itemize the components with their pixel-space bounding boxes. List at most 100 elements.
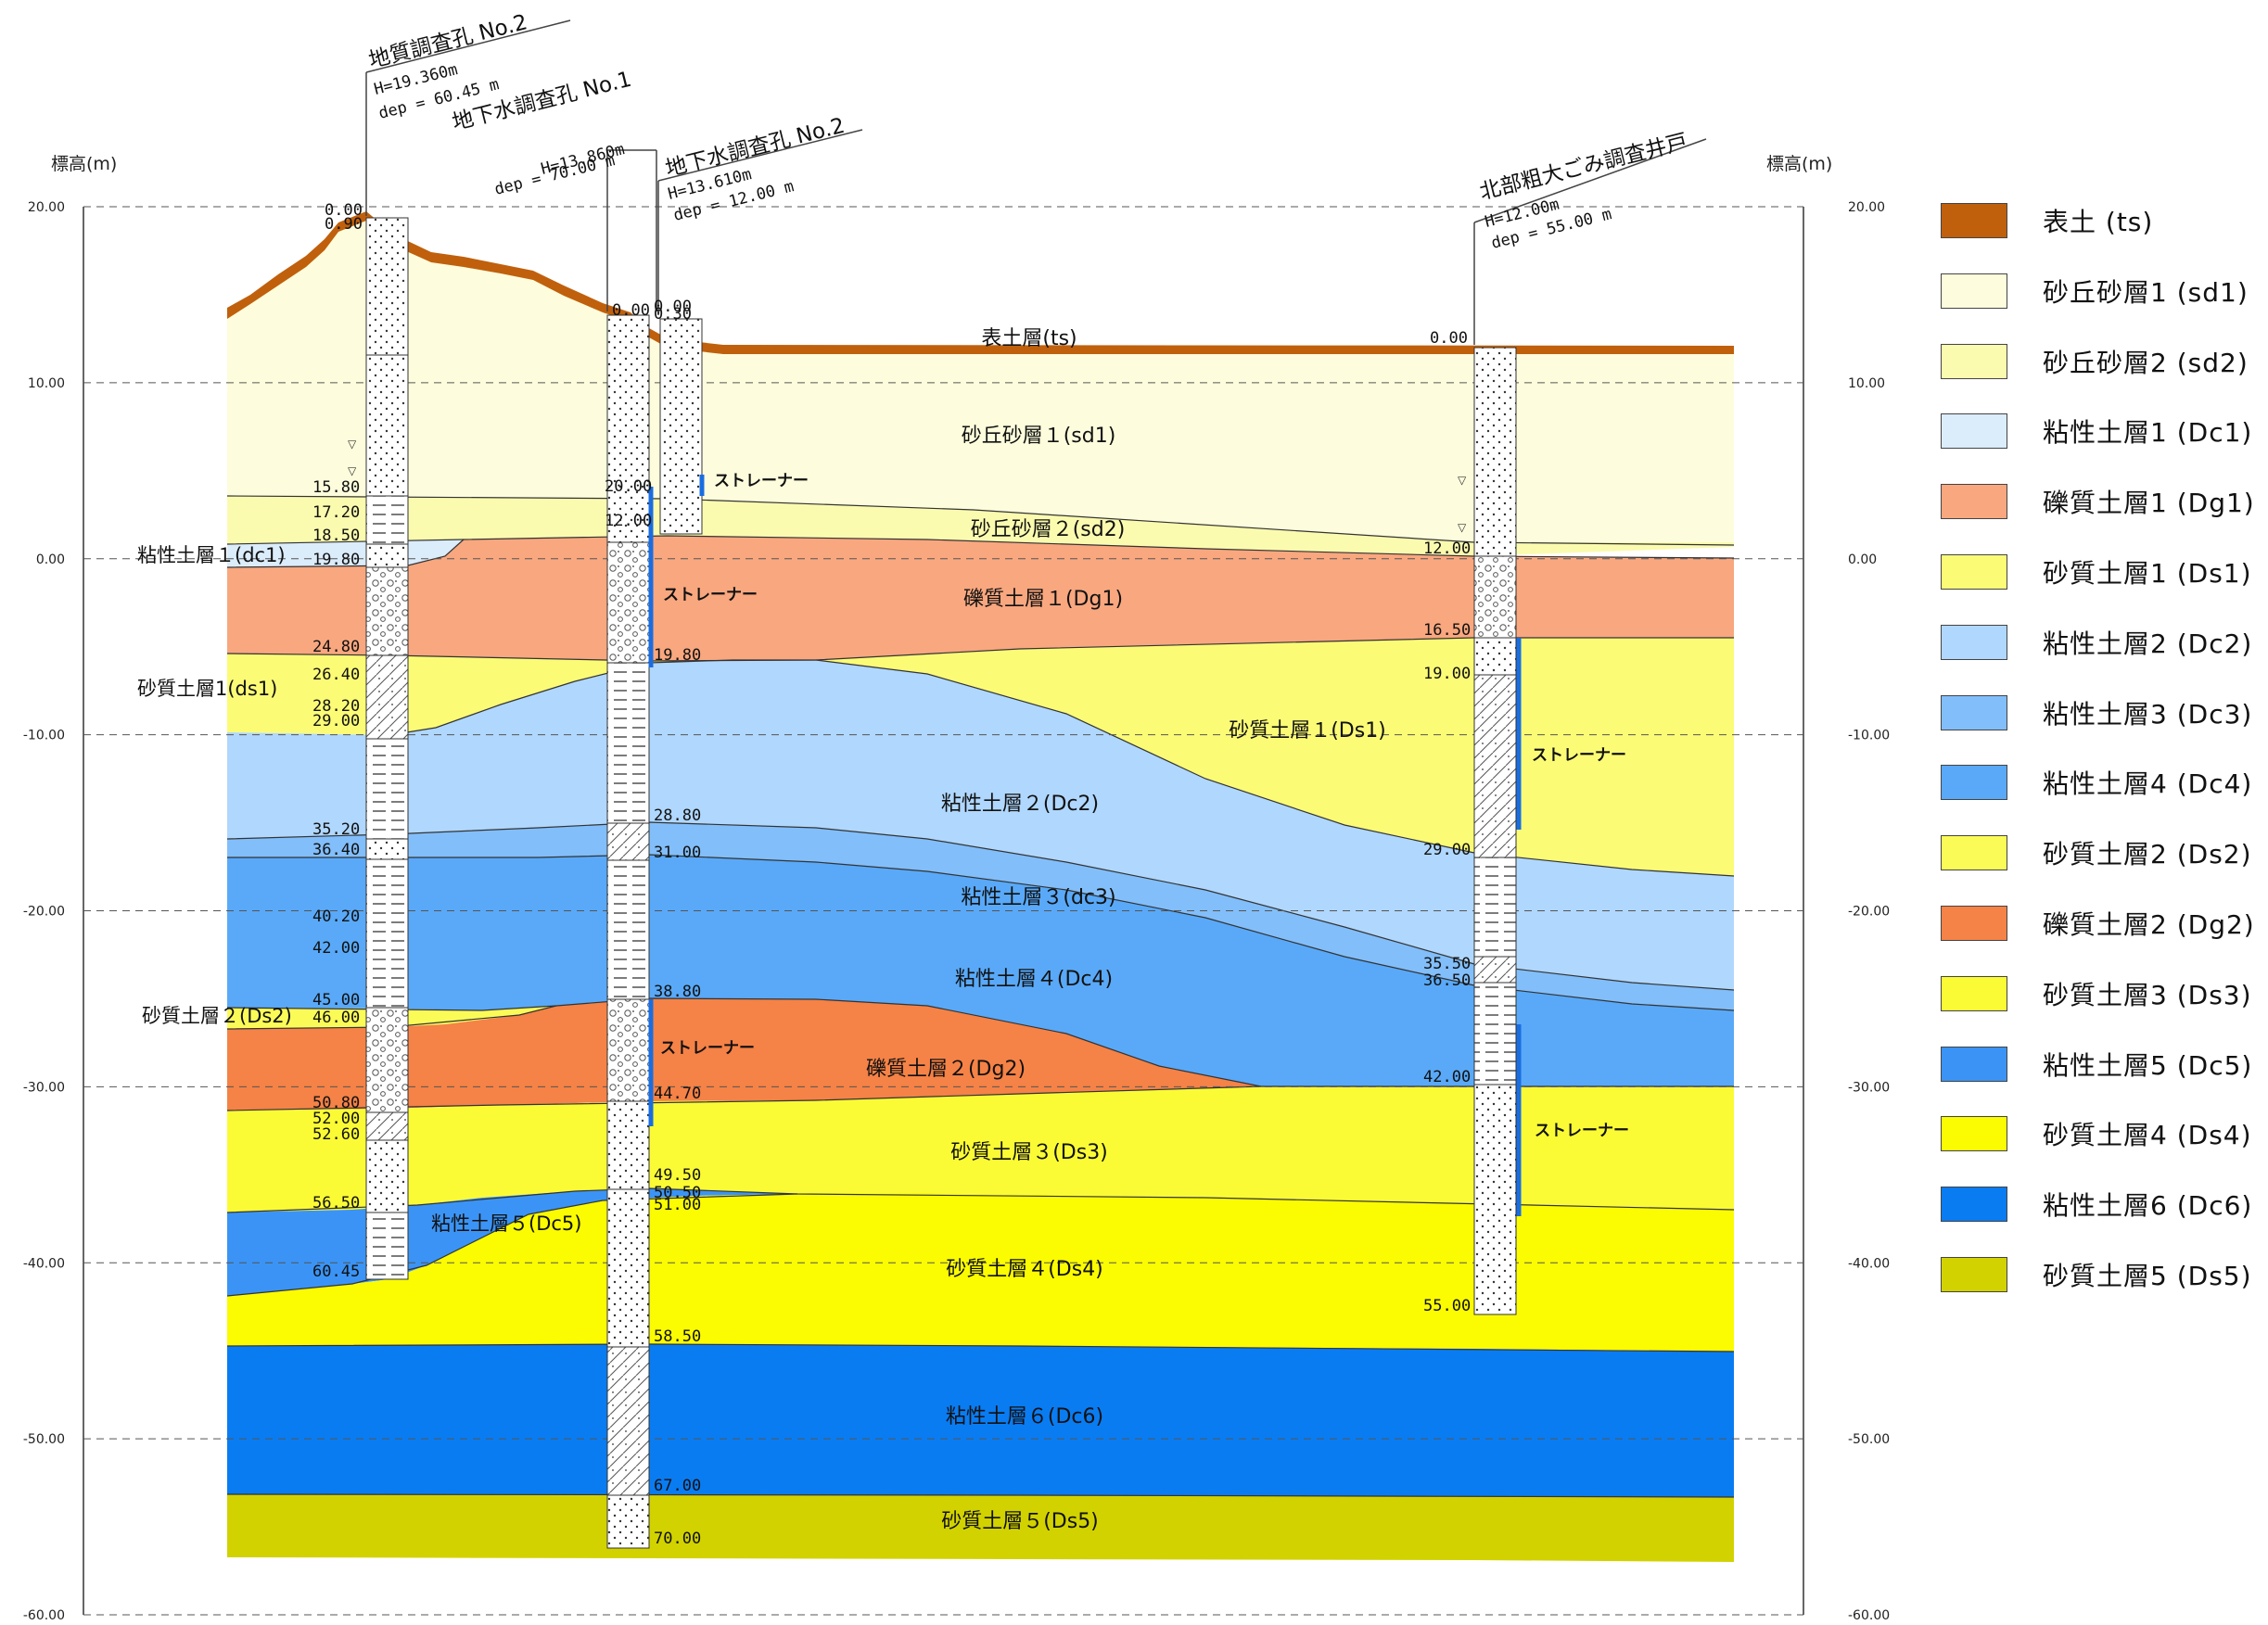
depth-label: 12.00 (1423, 540, 1471, 558)
legend-item: 粘性土層1 (Dc1) (1941, 413, 2252, 450)
borehole-north-well (1473, 138, 1707, 1315)
legend-swatch (1941, 1116, 2007, 1152)
layer-name-ds3: 砂質土層３(Ds3) (950, 1141, 1108, 1164)
layer-sd2 (227, 496, 1734, 556)
borehole-name-north-well: 北部粗大ごみ調査井戸 (1477, 130, 1689, 205)
depth-label: 0.00 (325, 201, 363, 220)
layer-name-dc6: 粘性土層６(Dc6) (946, 1405, 1103, 1428)
strainer-label: ストレーナー (1535, 1122, 1629, 1140)
legend-item: 粘性土層4 (Dc4) (1941, 764, 2252, 801)
axis-title-right: 標高(m) (1766, 154, 1833, 174)
depth-label: 55.00 (1423, 1297, 1471, 1315)
side-label-dc5: 粘性土層５(Dc5) (431, 1212, 581, 1235)
tick-label-right: -40.00 (1848, 1256, 1890, 1271)
legend-label: 粘性土層3 (Dc3) (2043, 698, 2253, 730)
depth-label: 58.50 (654, 1327, 701, 1346)
depth-label: 36.50 (1423, 971, 1471, 990)
legend-item: 粘性土層3 (Dc3) (1941, 694, 2252, 731)
svg-text:▽: ▽ (348, 464, 357, 477)
layer-ds1 (227, 638, 1734, 876)
legend-swatch (1941, 694, 2007, 730)
legend-label: 粘性土層1 (Dc1) (2043, 417, 2253, 449)
layer-name-dc3: 粘性土層３(dc3) (961, 886, 1115, 909)
legend-label: 砂丘砂層1 (sd1) (2043, 276, 2249, 308)
depth-label: 17.20 (312, 503, 360, 522)
depth-label: 24.80 (312, 638, 360, 656)
borehole-name-gw-no2: 地下水調査孔 No.2 (663, 114, 847, 182)
layer-dc2 (227, 660, 1734, 990)
layer-name-dg1: 礫質土層１(Dg1) (963, 588, 1123, 611)
layer-name-dg2: 礫質土層２(Dg2) (866, 1058, 1026, 1081)
depth-label: 60.45 (312, 1263, 360, 1281)
tick-label-right: -60.00 (1848, 1608, 1890, 1623)
depth-label: 19.80 (312, 551, 360, 569)
legend-swatch (1941, 273, 2007, 309)
tick-label-left: 20.00 (28, 200, 65, 215)
layer-ds4 (227, 1193, 1734, 1352)
layer-dg2 (227, 998, 1261, 1111)
depth-label: 15.80 (312, 478, 360, 497)
legend-item: 粘性土層2 (Dc2) (1941, 624, 2252, 661)
depth-label: 18.50 (312, 527, 360, 545)
legend-swatch (1941, 1046, 2007, 1082)
tick-label-left: -20.00 (23, 905, 65, 920)
depth-label: 28.20 (312, 697, 360, 716)
layer-name-sd1: 砂丘砂層１(sd1) (962, 425, 1116, 448)
layer-sd1 (227, 218, 1734, 542)
legend-swatch (1941, 484, 2007, 520)
depth-label: 40.20 (312, 908, 360, 926)
legend-swatch (1941, 343, 2007, 379)
tick-label-left: -30.00 (23, 1080, 65, 1095)
depth-label: 19.80 (654, 646, 701, 665)
legend-swatch (1941, 1257, 2007, 1292)
borehole-no2-geology (365, 19, 571, 1280)
depth-label: 35.20 (312, 820, 360, 839)
depth-label: 42.00 (312, 939, 360, 958)
side-label-dc1: 粘性土層１(dc1) (137, 544, 286, 566)
borehole-no2-groundwater (657, 129, 863, 535)
depth-label: 12.00 (605, 512, 652, 530)
depth-label: 16.50 (1423, 621, 1471, 640)
legend-item: 砂丘砂層1 (sd1) (1941, 273, 2249, 310)
depth-label: 31.00 (654, 844, 701, 862)
tick-label-left: -60.00 (23, 1608, 65, 1623)
strainer-label: ストレーナー (663, 586, 758, 604)
layer-name-ds5: 砂質土層５(Ds5) (941, 1510, 1099, 1533)
legend-swatch (1941, 203, 2007, 238)
legend-label: 砂丘砂層2 (sd2) (2043, 347, 2249, 378)
legend-item: 礫質土層1 (Dg1) (1941, 483, 2255, 520)
water-level-marks: ▽ ▽ ▽ ▽ (348, 438, 1467, 534)
depth-label: 29.00 (312, 712, 360, 730)
depth-label: 46.00 (312, 1009, 360, 1027)
depth-label: 0.00 (612, 301, 650, 320)
strainer-label: ストレーナー (714, 472, 809, 490)
depth-label: 38.80 (654, 983, 701, 1001)
depth-label: 49.50 (654, 1166, 701, 1185)
layer-name-sd2: 砂丘砂層２(sd2) (971, 518, 1126, 541)
tick-label-left: -50.00 (23, 1432, 65, 1447)
legend-item: 砂丘砂層2 (sd2) (1941, 343, 2249, 380)
legend-label: 表土 (ts) (2043, 207, 2154, 237)
legend-item: 砂質土層1 (Ds1) (1941, 553, 2252, 590)
legend-label: 礫質土層2 (Dg2) (2043, 909, 2255, 940)
svg-text:▽: ▽ (348, 438, 357, 451)
depth-label: 28.80 (654, 806, 701, 825)
legend-item: 表土 (ts) (1941, 202, 2153, 239)
legend-item: 礫質土層2 (Dg2) (1941, 905, 2255, 942)
layer-dc4 (227, 855, 1734, 1086)
side-label-ds2: 砂質土層２(Ds2) (142, 1005, 292, 1027)
tick-label-left: 10.00 (28, 376, 65, 391)
legend-label: 粘性土層5 (Dc5) (2043, 1049, 2253, 1081)
legend-label: 砂質土層3 (Ds3) (2043, 979, 2252, 1010)
tick-label-right: 10.00 (1848, 376, 1885, 391)
legend-swatch (1941, 413, 2007, 450)
legend-swatch (1941, 624, 2007, 660)
legend-swatch (1941, 1187, 2007, 1223)
depth-label: 56.50 (312, 1194, 360, 1212)
legend-label: 砂質土層4 (Ds4) (2043, 1120, 2252, 1151)
legend-item: 砂質土層3 (Ds3) (1941, 975, 2252, 1012)
tick-label-right: -20.00 (1848, 905, 1890, 920)
tick-label-left: -10.00 (23, 729, 65, 743)
